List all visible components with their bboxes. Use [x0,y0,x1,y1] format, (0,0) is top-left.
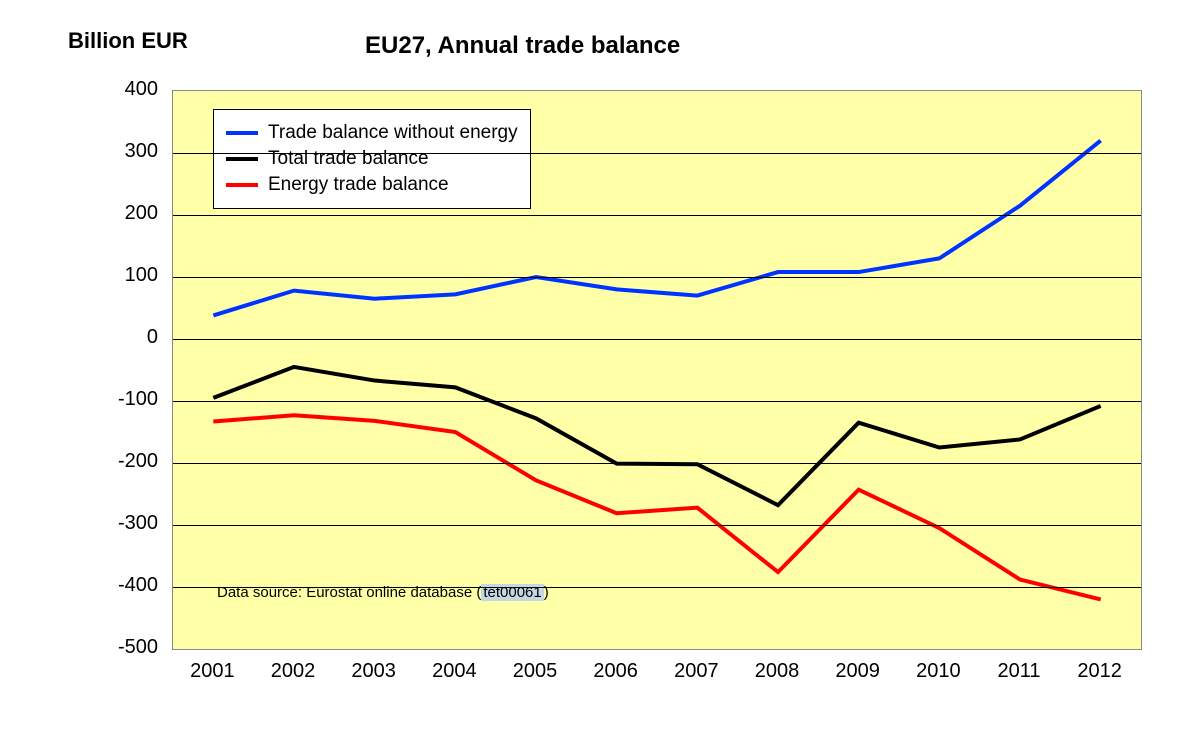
y-tick-label: -300 [20,512,158,535]
legend-item: Energy trade balance [226,174,518,196]
grid-line [173,339,1141,340]
grid-line [173,401,1141,402]
x-tick-label: 2005 [495,660,576,683]
grid-line [173,277,1141,278]
x-tick-label: 2002 [253,660,334,683]
plot-area: Trade balance without energy Total trade … [172,90,1142,650]
x-tick-label: 2006 [575,660,656,683]
x-tick-label: 2007 [656,660,737,683]
x-tick-label: 2009 [817,660,898,683]
y-tick-label: 200 [20,202,158,225]
x-tick-label: 2010 [898,660,979,683]
x-tick-label: 2003 [333,660,414,683]
legend-label: Trade balance without energy [268,122,518,144]
x-tick-label: 2011 [979,660,1060,683]
grid-line [173,587,1141,588]
y-tick-label: -100 [20,388,158,411]
legend-item: Total trade balance [226,148,518,170]
legend-label: Energy trade balance [268,174,449,196]
y-tick-label: -400 [20,574,158,597]
legend-swatch [226,183,258,187]
x-tick-label: 2004 [414,660,495,683]
y-tick-label: -500 [20,636,158,659]
legend-swatch [226,157,258,161]
y-tick-label: -200 [20,450,158,473]
legend-item: Trade balance without energy [226,122,518,144]
grid-line [173,463,1141,464]
y-tick-label: 400 [20,78,158,101]
legend-label: Total trade balance [268,148,429,170]
legend-swatch [226,131,258,135]
y-tick-label: 100 [20,264,158,287]
y-tick-label: 0 [20,326,158,349]
chart-container: Billion EUR EU27, Annual trade balance T… [20,20,1165,732]
x-tick-label: 2008 [737,660,818,683]
y-axis-title: Billion EUR [68,28,188,54]
series-line [213,367,1100,505]
x-tick-label: 2001 [172,660,253,683]
grid-line [173,525,1141,526]
legend: Trade balance without energy Total trade … [213,109,531,209]
y-tick-label: 300 [20,140,158,163]
chart-title: EU27, Annual trade balance [365,32,680,60]
grid-line [173,153,1141,154]
grid-line [173,215,1141,216]
x-tick-label: 2012 [1059,660,1140,683]
